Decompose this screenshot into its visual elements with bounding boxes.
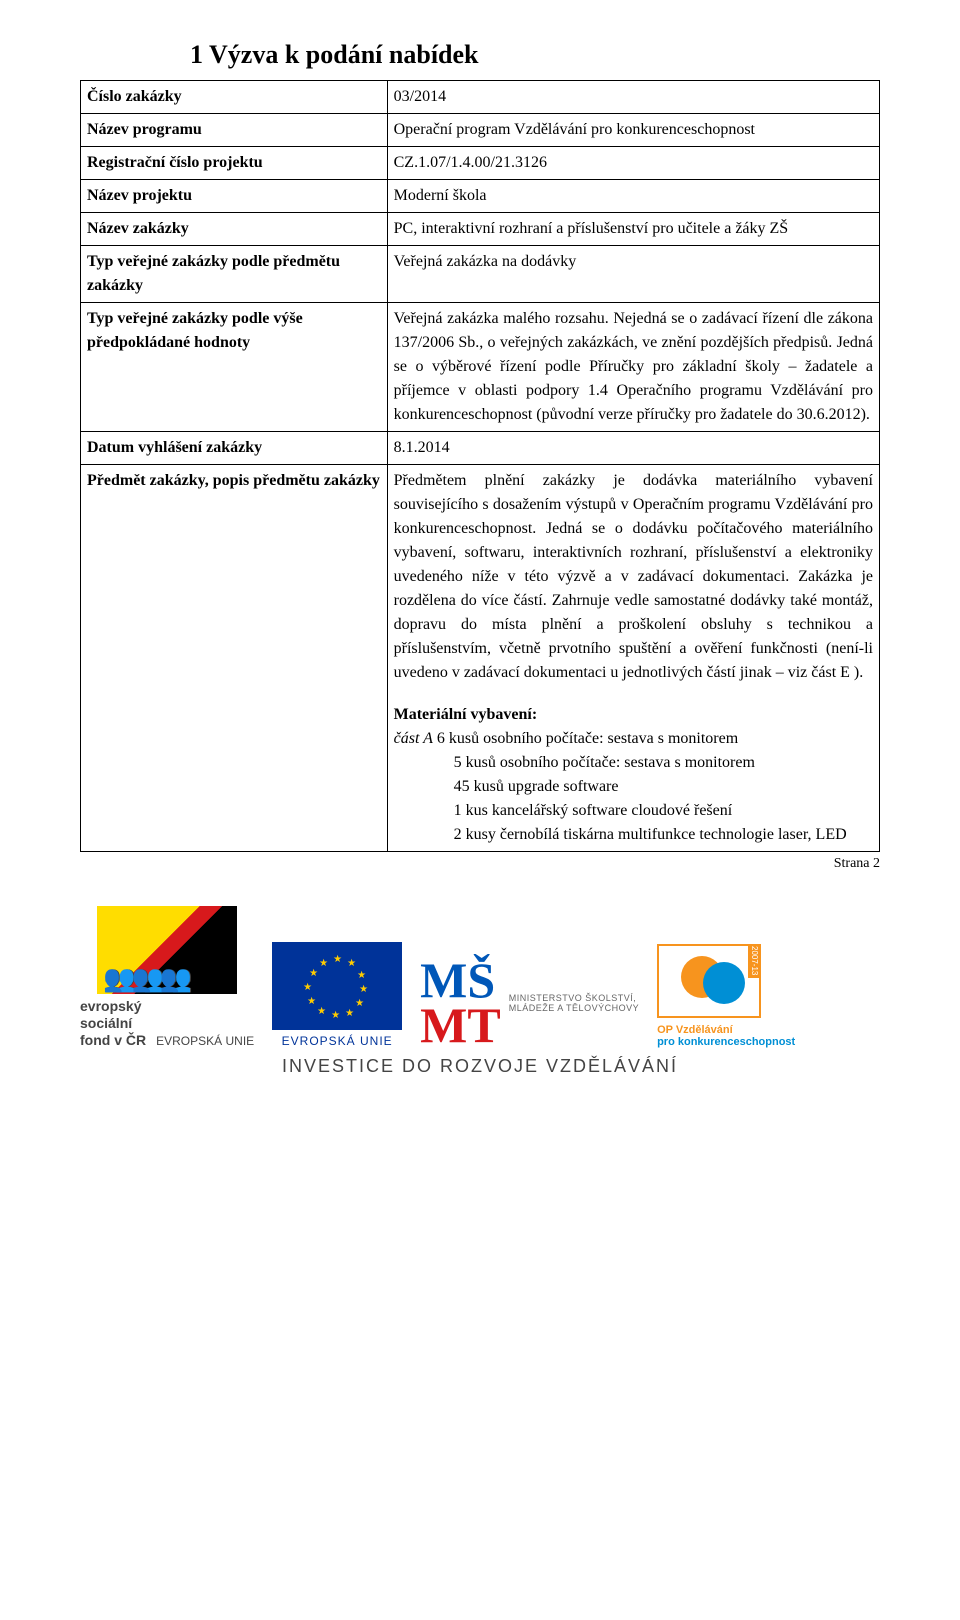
value-regcislo: CZ.1.07/1.4.00/21.3126 [387,147,879,180]
opvk-text: OP Vzdělávání pro konkurenceschopnost [657,1024,795,1048]
eu-text: EVROPSKÁ UNIE [282,1034,393,1048]
msmt-mark-icon: MŠMT [420,958,501,1048]
eu-flag-icon: ★★ ★★ ★★ ★★ ★★ ★★ [272,942,402,1030]
page-number: Strana 2 [80,856,880,872]
part-a-label: část A [394,730,433,747]
esf-text: evropský sociální fond v ČR EVROPSKÁ UNI… [80,998,254,1048]
table-row: Číslo zakázky 03/2014 [81,81,880,114]
table-row: Název zakázky PC, interaktivní rozhraní … [81,213,880,246]
msmt-line1: MINISTERSTVO ŠKOLSTVÍ, [509,993,639,1004]
table-row: Typ veřejné zakázky podle předmětu zakáz… [81,246,880,303]
esf-line2: sociální [80,1015,132,1031]
opvk-l1: OP Vzdělávání [657,1024,733,1036]
esf-line3: fond v ČR [80,1032,146,1048]
table-row: Název projektu Moderní škola [81,180,880,213]
table-row: Název programu Operační program Vzdělává… [81,114,880,147]
part-a-item1: 6 kusů osobního počítače: sestava s moni… [437,730,738,747]
label-projekt: Název projektu [81,180,388,213]
predmet-para1: Předmětem plnění zakázky je dodávka mate… [394,469,873,685]
value-projekt: Moderní škola [387,180,879,213]
msmt-text: MINISTERSTVO ŠKOLSTVÍ, MLÁDEŽE A TĚLOVÝC… [509,993,639,1015]
msmt-line2: MLÁDEŽE A TĚLOVÝCHOVY [509,1003,639,1014]
value-typ-predmet: Veřejná zakázka na dodávky [387,246,879,303]
label-regcislo: Registrační číslo projektu [81,147,388,180]
label-typ-hodnota: Typ veřejné zakázky podle výše předpoklá… [81,303,388,432]
esf-logo: 👥👥👥 evropský sociální fond v ČR EVROPSKÁ… [80,906,254,1048]
procurement-table: Číslo zakázky 03/2014 Název programu Ope… [80,80,880,852]
opvk-mark-icon: 2007-13 [657,944,761,1018]
part-a-item3: 45 kusů upgrade software [454,778,619,795]
opvk-logo: 2007-13 OP Vzdělávání pro konkurencescho… [657,944,795,1048]
table-row: Typ veřejné zakázky podle výše předpoklá… [81,303,880,432]
table-row: Registrační číslo projektu CZ.1.07/1.4.0… [81,147,880,180]
label-predmet: Předmět zakázky, popis předmětu zakázky [81,465,388,852]
value-datum: 8.1.2014 [387,432,879,465]
part-a-item2: 5 kusů osobního počítače: sestava s moni… [454,754,755,771]
label-typ-predmet: Typ veřejné zakázky podle předmětu zakáz… [81,246,388,303]
eu-logo: ★★ ★★ ★★ ★★ ★★ ★★ EVROPSKÁ UNIE [272,942,402,1048]
page-title: 1 Výzva k podání nabídek [190,40,880,70]
part-a-item5: 2 kusy černobílá tiskárna multifunkce te… [454,826,847,843]
table-row: Předmět zakázky, popis předmětu zakázky … [81,465,880,852]
label-cislo: Číslo zakázky [81,81,388,114]
predmet-subhead: Materiální vybavení: [394,706,538,723]
label-program: Název programu [81,114,388,147]
opvk-l2: pro konkurenceschopnost [657,1036,795,1048]
table-row: Datum vyhlášení zakázky 8.1.2014 [81,432,880,465]
part-a-item4: 1 kus kancelářský software cloudové řeše… [454,802,733,819]
label-datum: Datum vyhlášení zakázky [81,432,388,465]
esf-line1: evropský [80,998,141,1014]
value-typ-hodnota: Veřejná zakázka malého rozsahu. Nejedná … [387,303,879,432]
footer-logos: 👥👥👥 evropský sociální fond v ČR EVROPSKÁ… [80,906,880,1048]
label-zakazka: Název zakázky [81,213,388,246]
esf-flag-icon: 👥👥👥 [97,906,237,994]
esf-tag: EVROPSKÁ UNIE [156,1034,254,1048]
msmt-logo: MŠMT MINISTERSTVO ŠKOLSTVÍ, MLÁDEŽE A TĚ… [420,958,639,1048]
value-program: Operační program Vzdělávání pro konkuren… [387,114,879,147]
opvk-year: 2007-13 [748,944,761,977]
value-predmet: Předmětem plnění zakázky je dodávka mate… [387,465,879,852]
value-zakazka: PC, interaktivní rozhraní a příslušenstv… [387,213,879,246]
value-cislo: 03/2014 [387,81,879,114]
footer-slogan: INVESTICE DO ROZVOJE VZDĚLÁVÁNÍ [80,1056,880,1077]
